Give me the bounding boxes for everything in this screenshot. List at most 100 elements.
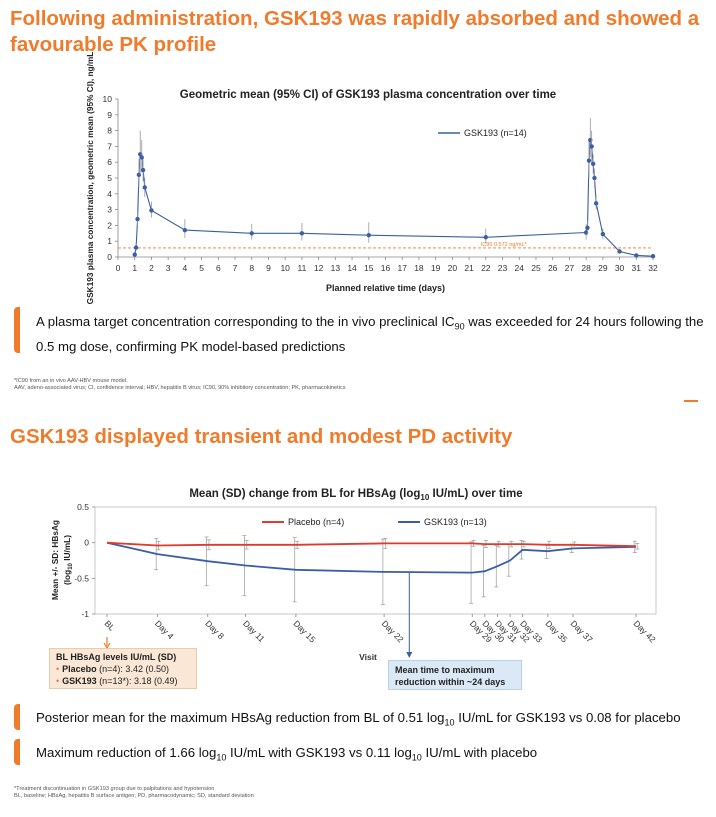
pd-callout-1-text-1: Posterior mean for the maximum HBsAg red… — [36, 710, 445, 725]
pk-data-point — [589, 144, 594, 149]
pk-x-tick-label: 11 — [297, 263, 306, 273]
pk-x-axis-label: Planned relative time (days) — [326, 283, 445, 293]
slide2-title: GSK193 displayed transient and modest PD… — [10, 425, 513, 448]
pk-x-tick-label: 5 — [199, 263, 204, 273]
pd-chart-title: Mean (SD) change from BL for HBsAg (log1… — [189, 488, 522, 502]
pk-callout: A plasma target concentration correspond… — [14, 307, 716, 354]
pk-y-axis-label: GSK193 plasma concentration, geometric m… — [85, 52, 95, 305]
pk-x-tick-label: 4 — [183, 263, 188, 273]
pd-x-tick-label: Day 15 — [292, 618, 318, 644]
pk-x-tick-label: 29 — [598, 263, 608, 273]
bl-box-row-placebo: • Placebo (n=4): 3.42 (0.50) — [56, 663, 190, 675]
pk-data-point — [617, 249, 622, 254]
bullet-icon: • — [56, 676, 60, 686]
pd-x-tick-label: Day 42 — [632, 618, 658, 644]
pd-x-tick-label: BL — [103, 618, 118, 633]
pd-x-tick-label: Day 11 — [241, 618, 267, 644]
pd-series-line — [106, 541, 637, 548]
max-reduction-annotation: Mean time to maximum reduction within ~2… — [388, 660, 522, 690]
pd-y-tick-label: -0.5 — [74, 573, 89, 583]
bl-box-heading: BL HBsAg levels IU/mL (SD) — [56, 652, 177, 662]
slide2-footnote: *Treatment discontinuation in GSK193 gro… — [14, 786, 254, 800]
pd-chart-title-part2: IU/mL) over time — [429, 488, 522, 500]
pk-x-tick-label: 1 — [132, 263, 137, 273]
pd-x-tick-label: Day 4 — [153, 618, 176, 641]
pk-data-point — [140, 167, 146, 173]
pk-x-tick-label: 26 — [548, 263, 558, 273]
pk-data-point — [483, 235, 489, 240]
pk-data-point — [133, 245, 139, 250]
pd-callout-2: Maximum reduction of 1.66 log10 IU/mL wi… — [14, 739, 716, 765]
slide1-footnote: *IC90 from an in vivo AAV-HBV mouse mode… — [14, 378, 346, 392]
pk-x-tick-label: 3 — [166, 263, 171, 273]
pk-y-tick-label: 5 — [107, 173, 112, 183]
slide1-footnote-a: *IC90 from an in vivo AAV-HBV mouse mode… — [14, 378, 128, 384]
pk-x-tick-label: 6 — [216, 263, 221, 273]
pk-data-point — [600, 231, 606, 237]
pd-y-axis-label-2-sub: 10 — [68, 562, 74, 569]
annotation-arrow-down-icon — [406, 652, 413, 658]
pk-callout-sub: 90 — [454, 321, 465, 332]
pk-x-tick-label: 32 — [648, 263, 658, 273]
pk-data-point — [366, 232, 371, 238]
pd-callout-2-sub-2: 10 — [411, 752, 422, 763]
pk-x-tick-label: 15 — [364, 263, 374, 273]
pk-data-point — [585, 225, 590, 230]
pd-y-tick-label: 0 — [84, 538, 89, 548]
slide2-footnote-b: BL, baseline; HBsAg, hepatitis B surface… — [14, 793, 254, 799]
pd-callout-2-text-3: IU/mL with placebo — [421, 745, 538, 760]
pk-x-tick-label: 21 — [464, 263, 474, 273]
pd-legend-label-placebo: Placebo (n=4) — [288, 517, 344, 527]
pk-x-tick-label: 20 — [448, 263, 458, 273]
pk-y-tick-label: 7 — [107, 141, 112, 151]
pk-x-tick-label: 25 — [531, 263, 541, 273]
pd-y-axis-label-2: (log10 IU/mL) — [62, 535, 74, 585]
pk-data-point — [249, 231, 254, 236]
pk-x-tick-label: 9 — [266, 263, 271, 273]
pd-series-line — [106, 541, 637, 574]
pk-x-tick-label: 14 — [347, 263, 357, 273]
pk-x-tick-label: 22 — [481, 263, 491, 273]
pk-data-point — [132, 252, 137, 257]
pk-data-point — [299, 231, 305, 236]
pd-callout-1-sub: 10 — [444, 717, 455, 728]
pd-callout-2-text-2: IU/mL with GSK193 vs 0.11 log — [226, 745, 412, 760]
pk-y-tick-label: 8 — [107, 126, 112, 136]
pk-x-tick-label: 24 — [515, 263, 525, 273]
bullet-icon: • — [56, 664, 60, 674]
pk-x-tick-label: 12 — [314, 263, 324, 273]
pk-chart-title: Geometric mean (95% CI) of GSK193 plasma… — [180, 89, 556, 101]
slide1-footnote-b: AAV, adeno-associated virus; CI, confide… — [14, 385, 346, 391]
pd-x-tick-label: Day 37 — [569, 618, 595, 644]
pk-x-tick-label: 23 — [498, 263, 508, 273]
pk-x-tick-label: 13 — [331, 263, 341, 273]
bl-hbsag-box: BL HBsAg levels IU/mL (SD) • Placebo (n=4… — [49, 648, 197, 689]
pd-y-tick-label: -1 — [81, 609, 89, 619]
pk-data-point — [149, 208, 154, 213]
pk-x-tick-label: 2 — [149, 263, 154, 273]
pk-y-tick-label: 10 — [103, 94, 113, 104]
pk-y-tick-label: 9 — [107, 110, 112, 120]
pk-callout-text-1: A plasma target concentration correspond… — [36, 314, 455, 329]
pk-data-point — [592, 175, 597, 181]
pk-x-tick-label: 27 — [565, 263, 575, 273]
pk-x-tick-label: 16 — [381, 263, 391, 273]
pd-callout-1: Posterior mean for the maximum HBsAg red… — [14, 704, 716, 730]
pd-x-axis-label: Visit — [359, 652, 377, 662]
pd-chart-title-part1: Mean (SD) change from BL for HBsAg (log — [189, 488, 420, 500]
pk-data-point — [590, 161, 596, 166]
pk-x-tick-label: 8 — [249, 263, 254, 273]
pd-plot-frame — [94, 506, 657, 615]
bl-box-gsk-label: GSK193 — [62, 676, 97, 686]
pk-x-tick-label: 18 — [414, 263, 424, 273]
pd-legend-label-gsk: GSK193 (n=13) — [424, 517, 487, 527]
pd-callout-1-text-2: IU/mL for GSK193 vs 0.08 for placebo — [454, 710, 681, 725]
pk-data-point — [135, 216, 140, 222]
pk-x-tick-label: 31 — [632, 263, 642, 273]
pd-x-tick-label: Day 35 — [543, 618, 569, 644]
bl-box-placebo-label: Placebo — [62, 664, 97, 674]
pk-data-point — [634, 253, 639, 258]
pk-callout-text-2: was exceeded for 24 hours following the … — [36, 314, 704, 354]
pd-x-tick-label: Day 22 — [380, 618, 406, 644]
pk-data-point — [142, 185, 147, 190]
